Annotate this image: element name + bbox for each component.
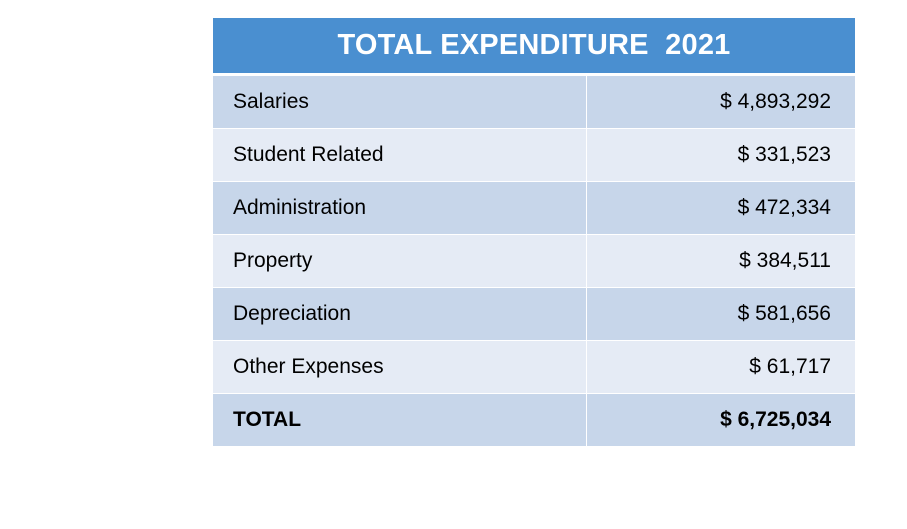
table-row: Depreciation $ 581,656 [213,288,855,341]
total-label: TOTAL [213,394,587,447]
table-row: Student Related $ 331,523 [213,129,855,182]
table-row: Administration $ 472,334 [213,182,855,235]
row-value: $ 4,893,292 [587,76,855,129]
row-value: $ 61,717 [587,341,855,394]
total-value: $ 6,725,034 [587,394,855,447]
table-title: TOTAL EXPENDITURE 2021 [213,18,855,76]
row-label: Administration [213,182,587,235]
table-header-row: TOTAL EXPENDITURE 2021 [213,18,855,76]
row-value: $ 331,523 [587,129,855,182]
table-row: Property $ 384,511 [213,235,855,288]
row-value: $ 581,656 [587,288,855,341]
total-row: TOTAL $ 6,725,034 [213,394,855,447]
table-row: Salaries $ 4,893,292 [213,76,855,129]
row-label: Salaries [213,76,587,129]
row-label: Property [213,235,587,288]
table-row: Other Expenses $ 61,717 [213,341,855,394]
row-label: Other Expenses [213,341,587,394]
row-value: $ 472,334 [587,182,855,235]
row-label: Student Related [213,129,587,182]
row-value: $ 384,511 [587,235,855,288]
expenditure-table: TOTAL EXPENDITURE 2021 Salaries $ 4,893,… [213,18,855,447]
row-label: Depreciation [213,288,587,341]
